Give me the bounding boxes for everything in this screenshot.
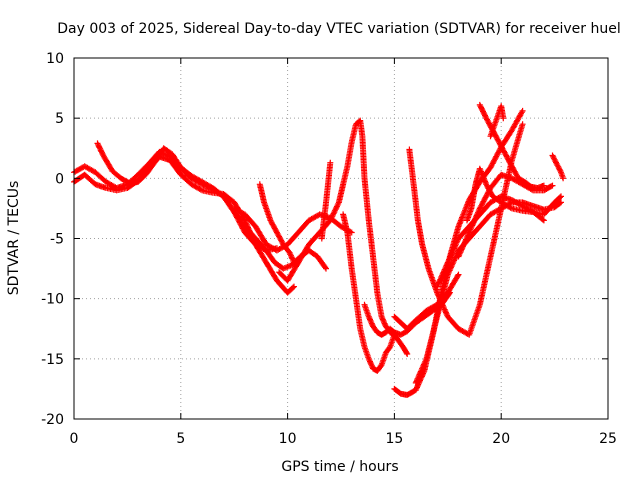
marker-trail bbox=[487, 103, 507, 140]
marker-trail bbox=[276, 117, 411, 357]
marker-trail bbox=[256, 181, 297, 266]
x-axis-title: GPS time / hours bbox=[281, 459, 398, 475]
x-tick-label: 20 bbox=[492, 431, 510, 447]
y-tick-label: 5 bbox=[55, 111, 64, 127]
data-series bbox=[71, 101, 567, 398]
series-track-16 bbox=[464, 165, 547, 224]
y-tick-label: -10 bbox=[41, 292, 64, 308]
marker-trail bbox=[340, 211, 398, 374]
x-tick-label: 15 bbox=[385, 431, 403, 447]
y-tick-label: 10 bbox=[46, 51, 64, 67]
x-tick-label: 25 bbox=[599, 431, 617, 447]
marker-trail bbox=[464, 165, 547, 224]
y-axis-title: SDTVAR / TECUs bbox=[6, 181, 22, 296]
series-track-18 bbox=[487, 103, 507, 140]
y-tick-label: -20 bbox=[41, 412, 64, 428]
series-track-5 bbox=[256, 181, 297, 266]
series-track-8 bbox=[340, 211, 398, 374]
x-tick-label: 0 bbox=[70, 431, 79, 447]
axis-ticks: 0 5 10 15 20 25 -20 -15 -10 -5 0 5 10 bbox=[41, 51, 617, 447]
marker-trail bbox=[318, 159, 334, 242]
chart-title: Day 003 of 2025, Sidereal Day-to-day VTE… bbox=[57, 21, 620, 37]
y-tick-label: 0 bbox=[55, 171, 64, 187]
y-tick-label: -15 bbox=[41, 352, 64, 368]
y-tick-label: -5 bbox=[50, 232, 64, 248]
series-track-19 bbox=[549, 152, 567, 182]
marker-trail bbox=[549, 152, 567, 182]
x-tick-label: 5 bbox=[176, 431, 185, 447]
series-track-6 bbox=[276, 117, 411, 357]
series-track-7 bbox=[318, 159, 334, 242]
x-tick-label: 10 bbox=[279, 431, 297, 447]
